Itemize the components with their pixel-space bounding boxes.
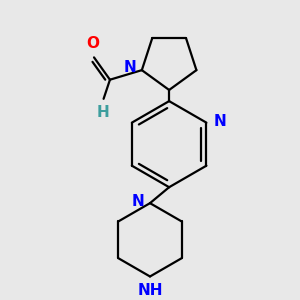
Text: N: N bbox=[131, 194, 144, 209]
Text: O: O bbox=[86, 36, 99, 51]
Text: NH: NH bbox=[137, 284, 163, 298]
Text: N: N bbox=[123, 60, 136, 75]
Text: N: N bbox=[213, 114, 226, 129]
Text: H: H bbox=[97, 105, 109, 120]
